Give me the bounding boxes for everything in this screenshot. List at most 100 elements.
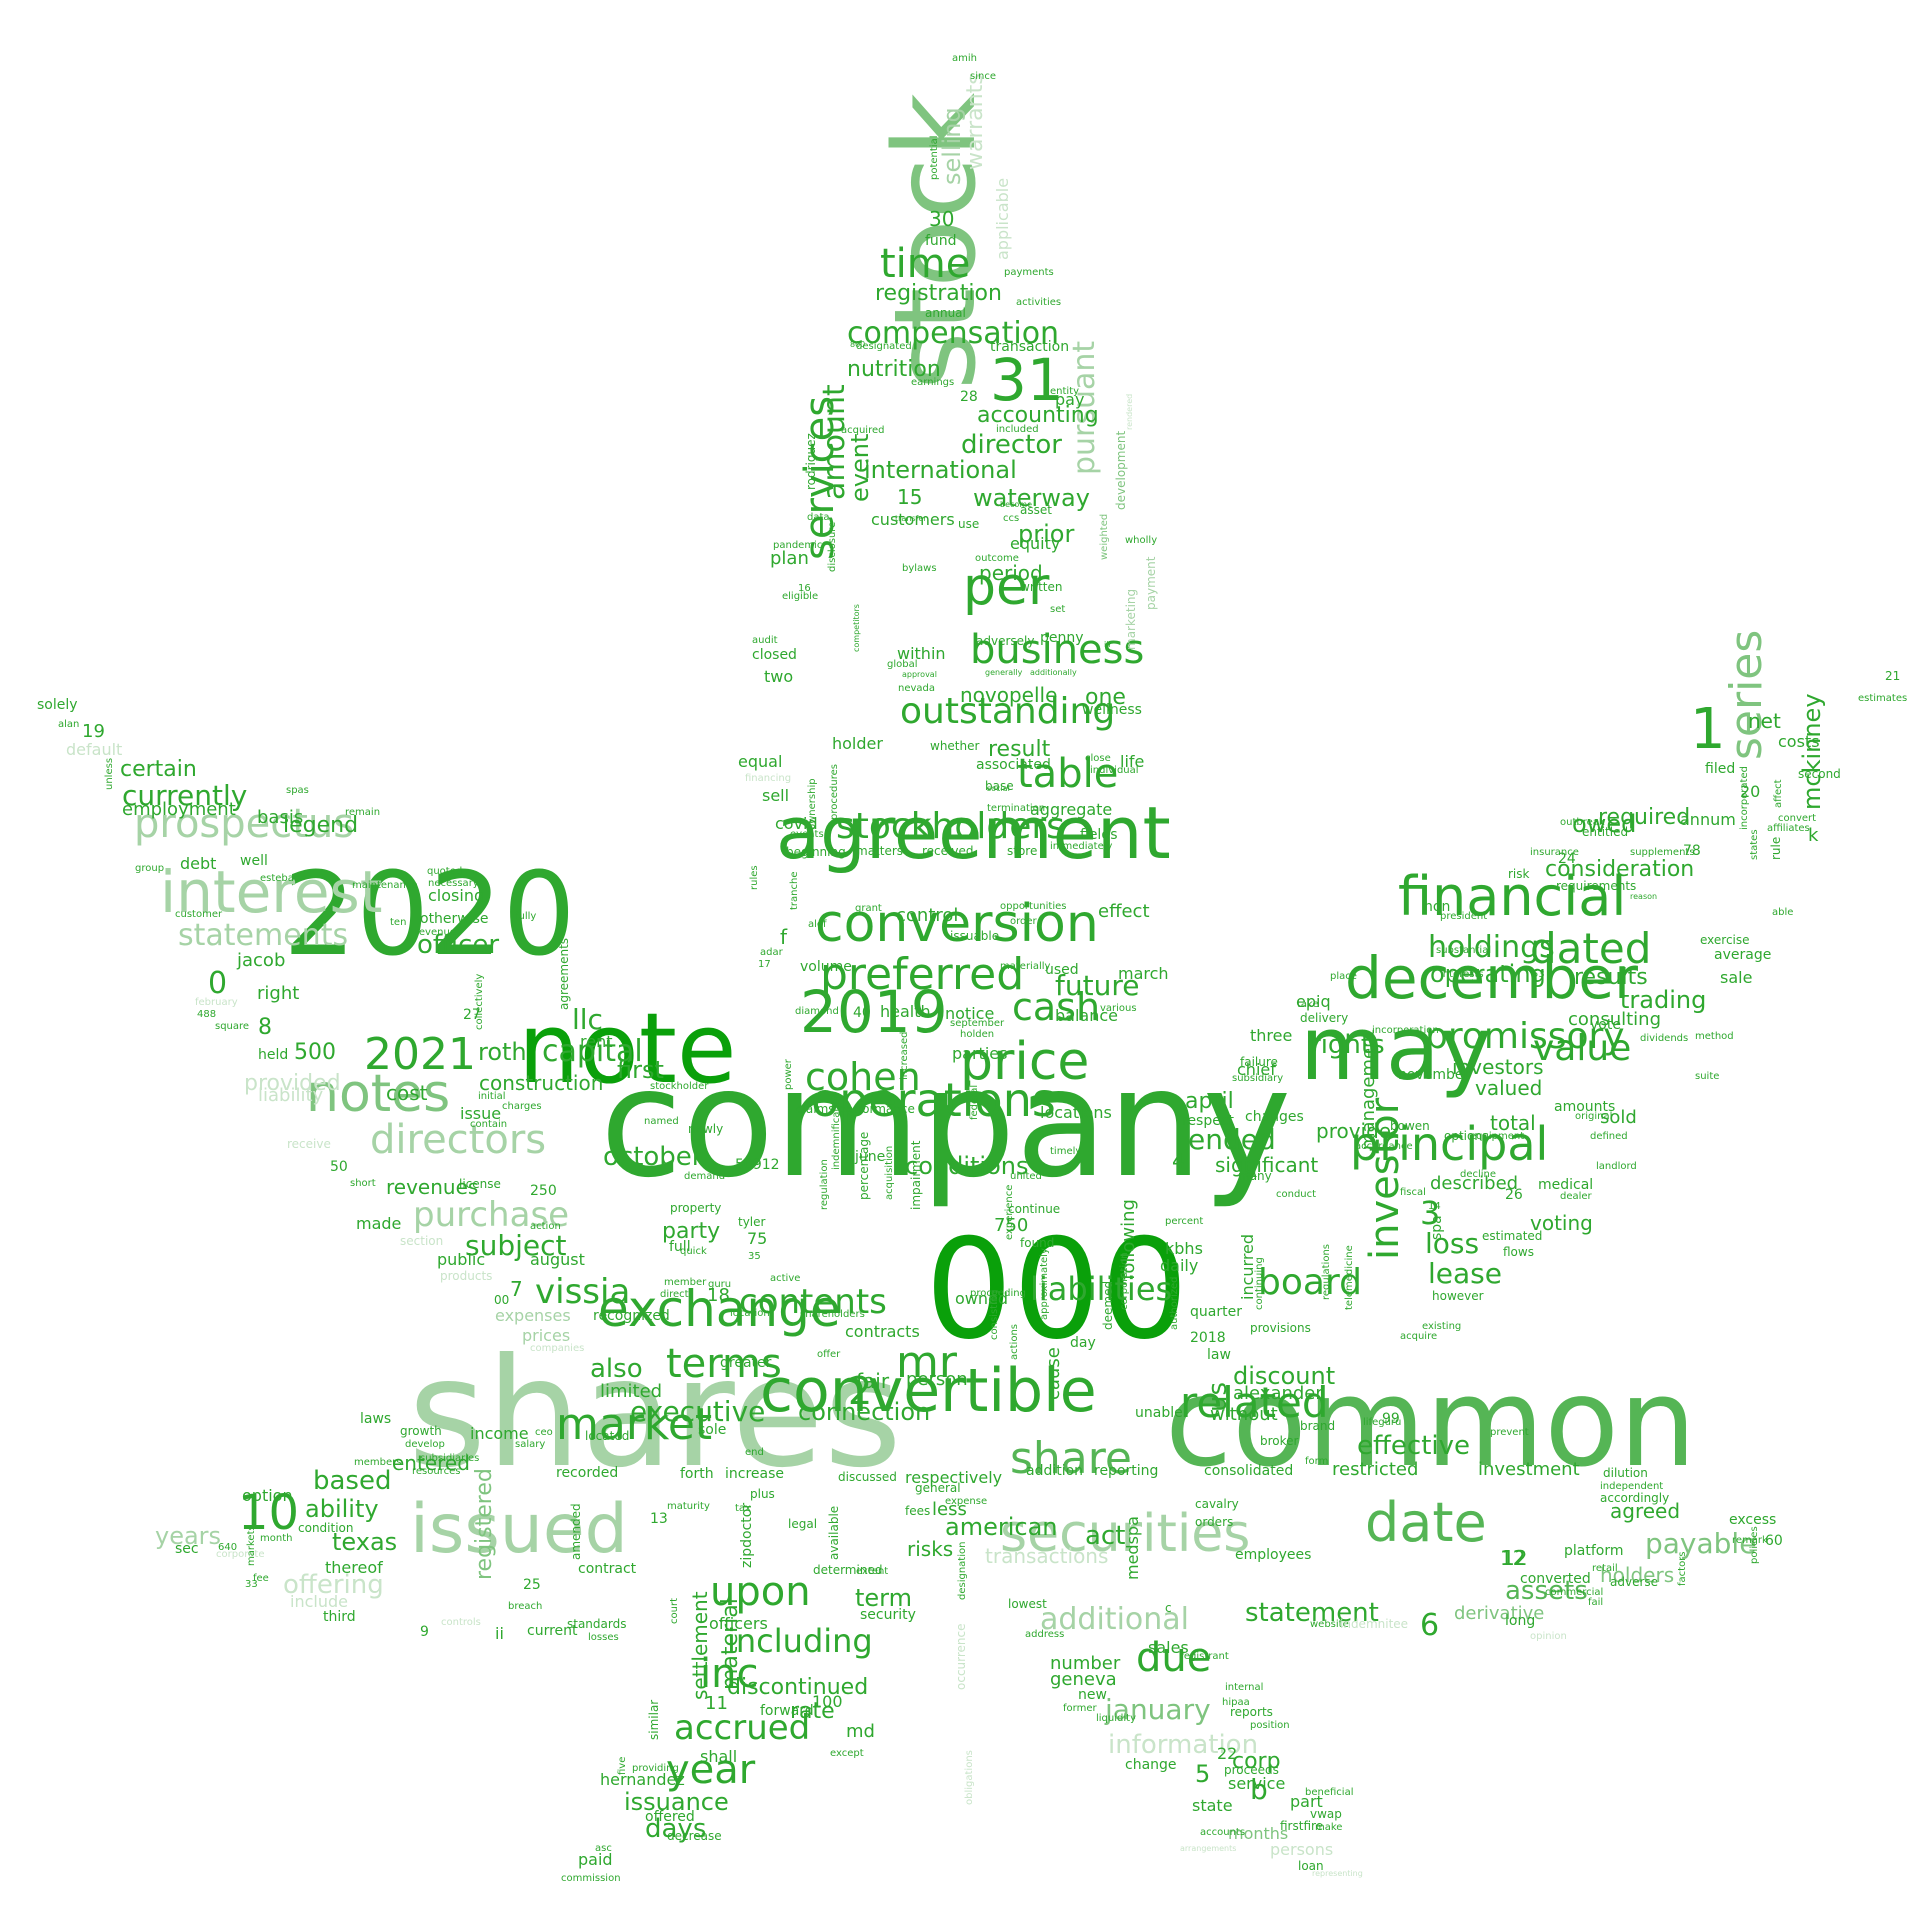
word-settlement: settlement bbox=[688, 1591, 712, 1700]
word-effect: effect bbox=[1098, 900, 1150, 922]
word-officer: officer bbox=[417, 929, 500, 960]
word-holdings: holdings bbox=[1428, 929, 1555, 965]
word-disclosure: disclosure bbox=[827, 521, 838, 572]
word-series: series bbox=[1721, 629, 1772, 760]
word-warrants: warrants bbox=[963, 73, 988, 170]
word-cause: cause bbox=[1043, 1347, 1064, 1400]
word-december: december bbox=[1345, 943, 1638, 1012]
word-growth: growth bbox=[400, 1423, 442, 1438]
word-proceeds: proceeds bbox=[1224, 1762, 1279, 1777]
word-20: 20 bbox=[1740, 782, 1761, 802]
word-individual: individual bbox=[1090, 764, 1139, 776]
word-f: f bbox=[780, 925, 788, 949]
word-wholly: wholly bbox=[1125, 534, 1158, 546]
word-mr: mr bbox=[896, 1336, 957, 1388]
word-united: united bbox=[1010, 1170, 1042, 1182]
word-outcome: outcome bbox=[975, 552, 1019, 564]
word-k: k bbox=[1808, 824, 1819, 846]
word-alef: alef bbox=[808, 918, 827, 930]
word-pay: pay bbox=[1055, 390, 1085, 410]
word-per: per bbox=[963, 556, 1050, 617]
word-cohen: cohen bbox=[805, 1054, 921, 1099]
word-firstfire: firstfire bbox=[1280, 1818, 1324, 1833]
word-respectively: respectively bbox=[905, 1468, 1003, 1488]
word-compensation: compensation bbox=[847, 315, 1060, 351]
word-prior: prior bbox=[1018, 519, 1075, 548]
word-losses: losses bbox=[588, 1631, 619, 1643]
word-sec: sec bbox=[175, 1541, 199, 1558]
word-liability: liability bbox=[258, 1084, 324, 1106]
word-failure: failure bbox=[1240, 1054, 1278, 1069]
word-respect: respect bbox=[1182, 1113, 1235, 1130]
word-unless: unless bbox=[104, 757, 115, 790]
word-4: 4 bbox=[1172, 1149, 1185, 1173]
word-companies: companies bbox=[530, 1342, 585, 1354]
word-member: member bbox=[664, 1276, 707, 1288]
word-1: 1 bbox=[1690, 697, 1726, 763]
word-penny: penny bbox=[1040, 630, 1084, 647]
word-full: full bbox=[669, 1239, 691, 1256]
word-outbreak: outbreak bbox=[1560, 816, 1605, 828]
word-public: public bbox=[437, 1250, 486, 1270]
word-loan: loan bbox=[1298, 1858, 1324, 1873]
word-24: 24 bbox=[1558, 851, 1576, 868]
word-annual: annual bbox=[925, 305, 966, 320]
word-active: active bbox=[770, 1272, 801, 1284]
word-property: property bbox=[670, 1200, 722, 1215]
word-telemedicine: telemedicine bbox=[1344, 1245, 1355, 1310]
word-indemnification: indemnification bbox=[831, 1092, 842, 1170]
word-basis: basis bbox=[257, 806, 304, 828]
word-approval: approval bbox=[902, 670, 937, 680]
word-ability: ability bbox=[305, 1494, 379, 1523]
word-share: share bbox=[1010, 1432, 1132, 1484]
word-defined: defined bbox=[1590, 1130, 1628, 1142]
word-sale: sale bbox=[1720, 968, 1753, 988]
word-table: table bbox=[1017, 751, 1119, 797]
word-landlord: landlord bbox=[1596, 1160, 1637, 1172]
word-options: options bbox=[1444, 1128, 1489, 1143]
word-amih: amih bbox=[952, 52, 977, 64]
word-addition: addition bbox=[1026, 1463, 1084, 1480]
word-chief: chief bbox=[1237, 1060, 1276, 1080]
word-decline: decline bbox=[1460, 1168, 1497, 1180]
word-aggregate: aggregate bbox=[1030, 800, 1113, 820]
word-valued: valued bbox=[1475, 1076, 1543, 1100]
word-converted: converted bbox=[1520, 1571, 1591, 1588]
word-information: information bbox=[1108, 1729, 1259, 1760]
word-average: average bbox=[1714, 947, 1772, 964]
word-beneficial: beneficial bbox=[1305, 1786, 1354, 1798]
word-adversely: adversely bbox=[976, 633, 1035, 648]
word-notice: notice bbox=[945, 1004, 995, 1024]
word-closed: closed bbox=[752, 647, 797, 664]
word-daily: daily bbox=[1160, 1256, 1199, 1276]
word-significant: significant bbox=[1215, 1153, 1319, 1177]
word-roth: roth bbox=[478, 1037, 527, 1066]
word-hipaa: hipaa bbox=[1222, 1696, 1250, 1708]
word-25: 25 bbox=[523, 1577, 541, 1594]
word-position: position bbox=[1250, 1719, 1290, 1731]
word-31: 31 bbox=[990, 345, 1064, 414]
word-640: 640 bbox=[218, 1541, 238, 1553]
word-august: august bbox=[530, 1250, 585, 1270]
word-generally: generally bbox=[985, 668, 1023, 678]
word-estimates: estimates bbox=[1858, 692, 1908, 704]
word-company: company bbox=[600, 1036, 1292, 1211]
word-designated: designated bbox=[856, 340, 912, 352]
word-license: license bbox=[459, 1176, 501, 1191]
word-c: c bbox=[1165, 1600, 1172, 1615]
word-states: states bbox=[1749, 829, 1760, 860]
word-actions: actions bbox=[1009, 1324, 1020, 1360]
word-changes: changes bbox=[1245, 1109, 1304, 1126]
word-provisions: provisions bbox=[1250, 1320, 1311, 1335]
word-nevada: nevada bbox=[898, 682, 936, 694]
word-default: default bbox=[66, 740, 123, 760]
word-selling: selling bbox=[938, 107, 966, 185]
word-conversion: conversion bbox=[815, 893, 1099, 954]
word-holder: holder bbox=[832, 734, 883, 754]
word-close: close bbox=[1085, 752, 1111, 764]
word-order: order bbox=[1010, 915, 1037, 927]
word-square: square bbox=[215, 1020, 250, 1032]
word-day: day bbox=[1070, 1335, 1096, 1352]
word-social: social bbox=[987, 784, 1010, 794]
